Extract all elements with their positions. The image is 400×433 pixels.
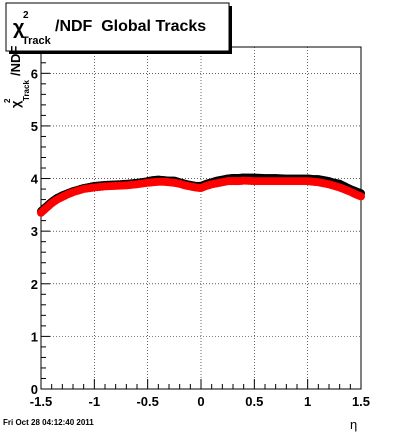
- y-tick-label: 1: [31, 329, 38, 344]
- x-tick-label: 1: [304, 394, 311, 409]
- y-tick-label: 0: [31, 382, 38, 397]
- title-sub: Track: [22, 35, 52, 47]
- data-point: [357, 192, 365, 201]
- x-tick-label: 1.5: [352, 394, 370, 409]
- tick-labels: -1.5 -1 -0.5 0 0.5 1 1.5 0 1 2 3 4 5 6: [30, 66, 370, 409]
- x-tick-label: -1: [89, 394, 101, 409]
- x-tick-label: -1.5: [30, 394, 52, 409]
- data-series: [37, 173, 365, 217]
- x-tick-label: 0: [197, 394, 204, 409]
- y-axis-label: χ 2 Track /NDF: [3, 46, 31, 108]
- ylabel-symbol: χ: [8, 100, 23, 108]
- y-tick-label: 3: [31, 224, 38, 239]
- series-1: [37, 176, 365, 217]
- ylabel-text: /NDF: [8, 46, 23, 76]
- y-tick-label: 5: [31, 119, 38, 134]
- title-sup: 2: [23, 10, 29, 21]
- ylabel-sub: Track: [22, 80, 31, 101]
- title-symbol: χ: [13, 17, 25, 39]
- x-axis-label: η: [350, 417, 357, 432]
- chart-title: /NDF Global Tracks: [55, 18, 206, 35]
- timestamp: Fri Oct 28 04:12:40 2011: [3, 418, 94, 427]
- grid: [41, 47, 361, 389]
- y-tick-label: 2: [31, 277, 38, 292]
- y-tick-label: 6: [31, 66, 38, 81]
- y-tick-label: 4: [31, 172, 39, 187]
- ylabel-sup: 2: [3, 98, 12, 103]
- x-tick-label: -0.5: [136, 394, 158, 409]
- x-tick-label: 0.5: [245, 394, 263, 409]
- title-box: χ 2 Track /NDF Global Tracks: [5, 2, 232, 54]
